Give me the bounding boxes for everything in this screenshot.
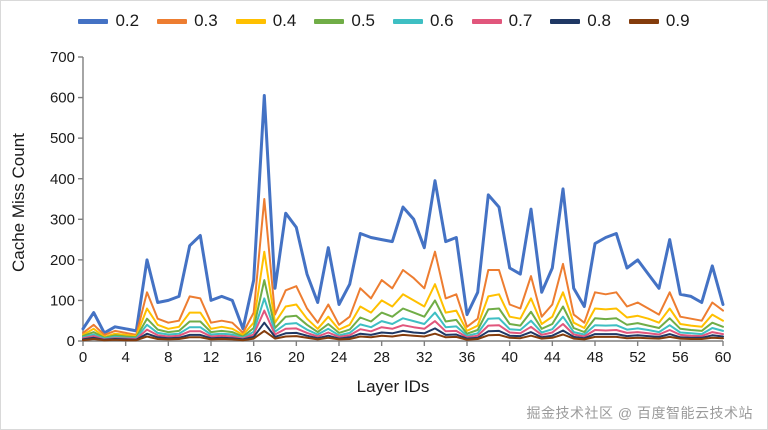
y-tick-label: 500	[50, 130, 75, 147]
legend-line-swatch-0.6	[393, 18, 423, 24]
chart-legend: 0.2 0.3 0.4 0.5 0.6 0.7 0.8 0.9	[1, 11, 767, 31]
legend-line-swatch-0.9	[628, 18, 659, 24]
legend-item-0.9: 0.9	[628, 11, 690, 31]
y-axis-title: Cache Miss Count	[9, 133, 28, 273]
legend-item-0.3: 0.3	[157, 11, 218, 31]
legend-line-swatch-0.3	[157, 18, 188, 24]
x-tick-label: 24	[331, 349, 348, 366]
x-tick-label: 8	[164, 349, 172, 366]
legend-label-0.9: 0.9	[665, 11, 690, 30]
x-tick-label: 36	[459, 349, 476, 366]
series-line-0.3	[82, 198, 724, 336]
x-tick-label: 16	[245, 349, 262, 366]
x-tick-label: 60	[715, 349, 732, 366]
legend-label-0.7: 0.7	[508, 11, 533, 30]
series-line-0.5	[82, 279, 724, 339]
series-line-0.4	[82, 250, 724, 338]
legend-label-0.2: 0.2	[115, 11, 140, 30]
series-line-0.9	[82, 329, 724, 342]
y-tick-label: 0	[67, 333, 75, 350]
legend-line-swatch-0.5	[314, 18, 345, 24]
legend-label-0.4: 0.4	[272, 11, 297, 30]
y-tick-label: 600	[50, 90, 75, 107]
legend-item-0.5: 0.5	[314, 11, 375, 31]
x-tick-label: 52	[629, 349, 646, 366]
x-tick-label: 20	[288, 349, 305, 366]
legend-line-swatch-0.4	[235, 18, 266, 24]
legend-item-0.8: 0.8	[550, 11, 611, 31]
x-tick-label: 28	[373, 349, 390, 366]
series-line-0.7	[82, 309, 724, 341]
x-tick-label: 48	[587, 349, 604, 366]
legend-item-0.7: 0.7	[471, 11, 533, 31]
x-axis-title: Layer IDs	[356, 377, 430, 396]
series-line-0.2	[81, 94, 725, 335]
legend-item-0.4: 0.4	[235, 11, 297, 31]
y-tick-label: 100	[50, 293, 75, 310]
legend-line-swatch-0.7	[471, 18, 502, 24]
series-line-0.8	[82, 321, 724, 341]
series-line-0.6	[82, 297, 724, 340]
x-tick-label: 4	[121, 349, 129, 366]
y-tick-label: 400	[50, 171, 75, 188]
legend-label-0.5: 0.5	[351, 11, 375, 30]
x-tick-label: 32	[416, 349, 433, 366]
x-tick-label: 56	[672, 349, 689, 366]
legend-item-0.2: 0.2	[78, 11, 139, 31]
x-tick-label: 0	[79, 349, 87, 366]
y-tick-label: 300	[50, 211, 75, 228]
y-tick-label: 700	[50, 49, 75, 66]
legend-line-swatch-0.8	[550, 18, 581, 24]
y-tick-label: 200	[50, 252, 75, 269]
legend-item-0.6: 0.6	[393, 11, 454, 31]
legend-label-0.6: 0.6	[430, 11, 454, 30]
x-tick-label: 40	[501, 349, 518, 366]
legend-label-0.8: 0.8	[587, 11, 611, 30]
x-tick-label: 44	[544, 349, 561, 366]
watermark-text: 掘金技术社区 @ 百度智能云技术站	[526, 405, 753, 421]
x-tick-label: 12	[203, 349, 220, 366]
legend-line-swatch-0.2	[78, 18, 109, 24]
legend-label-0.3: 0.3	[194, 11, 218, 30]
